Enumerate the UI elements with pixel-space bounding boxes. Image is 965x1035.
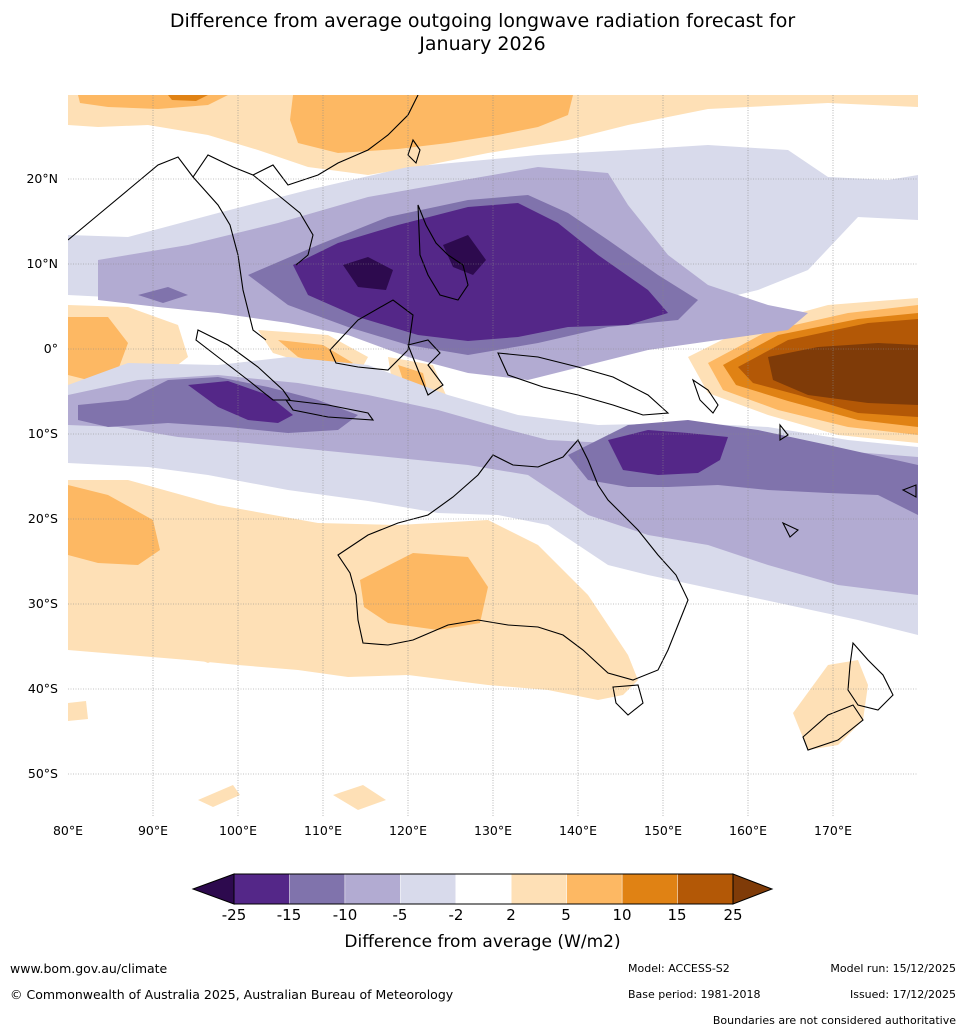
lon-label: 120°E (388, 823, 428, 838)
colorbar-segment (566, 873, 623, 905)
colorbar-segments (233, 873, 734, 905)
colorbar-tick: -25 (221, 906, 247, 924)
website-link[interactable]: www.bom.gov.au/climate (10, 961, 168, 976)
anomaly-small-patch-3 (198, 785, 240, 807)
anomaly-small-patch-2 (68, 701, 88, 721)
lat-label: 10°N (26, 256, 58, 271)
anomaly-purple-dark (293, 203, 668, 341)
colorbar-segment (233, 873, 290, 905)
lon-label: 160°E (728, 823, 768, 838)
lon-label: 140°E (558, 823, 598, 838)
colorbar-tick: -10 (332, 906, 358, 924)
model-run-info: Model run: 15/12/2025 (830, 962, 956, 975)
colorbar-tick: 5 (561, 906, 571, 924)
lon-label: 150°E (643, 823, 683, 838)
lon-label: 100°E (218, 823, 258, 838)
anomaly-indian-eq-orange (68, 317, 128, 380)
lat-label: 20°N (26, 171, 58, 186)
colorbar-segment (510, 873, 568, 905)
anomaly-purple-dark-coral-sea (608, 430, 728, 475)
lon-label: 90°E (137, 823, 169, 838)
colorbar-segment (289, 873, 346, 905)
anomaly-nz-light-orange (793, 660, 868, 750)
issued-info: Issued: 17/12/2025 (849, 988, 956, 1001)
colorbar-title: Difference from average (W/m2) (344, 932, 621, 952)
lat-label: 20°S (27, 511, 58, 526)
graticule (68, 95, 918, 817)
colorbar-tick: 25 (723, 906, 743, 924)
colorbar-tick: -15 (276, 906, 302, 924)
lat-label: 30°S (27, 596, 58, 611)
lon-label: 80°E (52, 823, 84, 838)
lat-label: 10°S (27, 426, 58, 441)
anomaly-band-north-orange (290, 95, 573, 153)
colorbar (191, 873, 774, 905)
anomaly-purple-medium-west (138, 287, 188, 303)
lat-label: 40°S (27, 681, 58, 696)
anomaly-australia-orange (360, 553, 488, 630)
anomaly-south-orange-west (68, 485, 160, 565)
anomaly-purple-dark-sumatra (188, 381, 293, 423)
colorbar-segment (344, 873, 401, 905)
model-info: Model: ACCESS-S2 (628, 962, 730, 975)
anomaly-small-patch-4 (333, 785, 386, 810)
lon-label: 110°E (303, 823, 343, 838)
base-period-info: Base period: 1981-2018 (628, 988, 761, 1001)
colorbar-under-triangle (191, 873, 235, 905)
colorbar-tick: -2 (448, 906, 464, 924)
olr-anomaly-map (68, 95, 918, 817)
anomaly-china-dark-orange (168, 95, 208, 101)
anomaly-purple-darkest-phil (443, 235, 486, 275)
colorbar-segment (621, 873, 679, 905)
colorbar-tick: 2 (506, 906, 516, 924)
anomaly-pacific-darkest (768, 343, 918, 405)
copyright-text: © Commonwealth of Australia 2025, Austra… (10, 987, 454, 1002)
map-canvas (68, 95, 918, 817)
lat-label: 50°S (27, 766, 58, 781)
lon-label: 130°E (473, 823, 513, 838)
colorbar-tick: 10 (612, 906, 632, 924)
colorbar-over-triangle (732, 873, 774, 905)
title-line-1: Difference from average outgoing longwav… (169, 10, 796, 32)
colorbar-frame (233, 873, 734, 905)
colorbar-segment (677, 873, 734, 905)
lat-label: 0° (43, 341, 58, 356)
title-line-2: January 2026 (419, 33, 546, 55)
anomaly-small-patch-1 (183, 643, 226, 663)
colorbar-tick: 15 (667, 906, 687, 924)
colorbar-segment (455, 873, 512, 905)
colorbar-tick: -5 (392, 906, 408, 924)
colorbar-segment (400, 873, 457, 905)
anomaly-purple-darkest (343, 257, 393, 290)
map-title: Difference from average outgoing longwav… (0, 10, 965, 56)
lon-label: 170°E (813, 823, 853, 838)
boundaries-note: Boundaries are not considered authoritat… (712, 1014, 956, 1027)
